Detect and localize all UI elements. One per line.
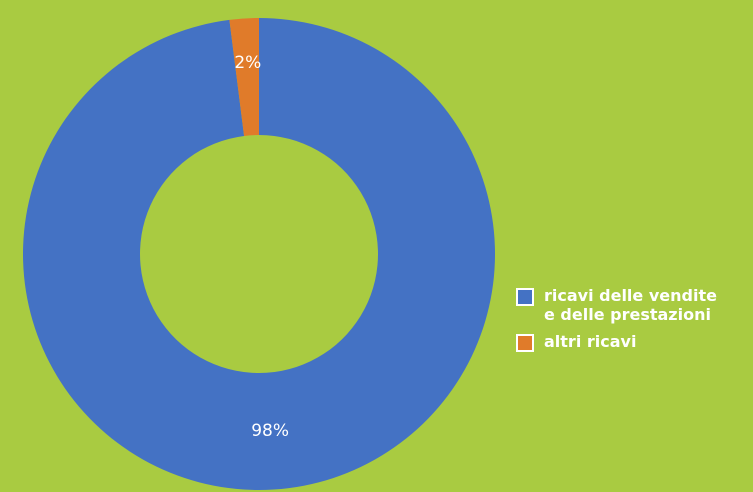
data-label: 2%	[234, 53, 261, 73]
legend-label: altri ricavi	[544, 332, 637, 351]
legend-swatch	[516, 334, 534, 352]
legend-label: ricavi delle vendite e delle prestazioni	[544, 286, 717, 324]
slice	[229, 18, 259, 136]
data-label: 98%	[251, 421, 289, 441]
legend-item: ricavi delle vendite e delle prestazioni	[516, 286, 753, 324]
legend-item: altri ricavi	[516, 332, 753, 352]
slice	[23, 18, 496, 490]
chart: 98% 2%	[23, 18, 496, 490]
legend-swatch	[516, 288, 534, 306]
legend: ricavi delle vendite e delle prestazioni…	[516, 286, 753, 360]
